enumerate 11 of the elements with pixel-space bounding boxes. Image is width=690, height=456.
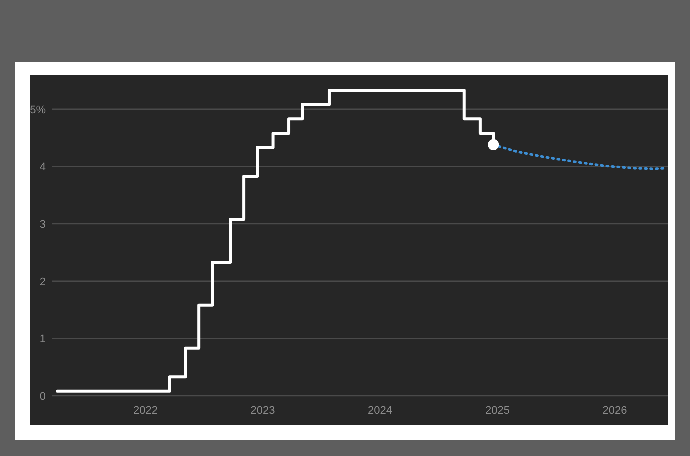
y-tick-label: 1 <box>40 334 46 346</box>
y-tick-label: 3 <box>40 219 46 232</box>
x-tick-label: 2026 <box>602 405 628 417</box>
x-tick-label: 2024 <box>368 405 392 417</box>
x-tick-label: 2022 <box>134 405 158 417</box>
y-tick-label: 5% <box>30 104 46 116</box>
x-tick-label: 2025 <box>486 405 510 417</box>
y-tick-label: 0 <box>40 391 46 403</box>
y-tick-label: 2 <box>40 276 46 288</box>
y-tick-label: 4 <box>40 162 46 174</box>
x-tick-label: 2023 <box>250 405 276 417</box>
